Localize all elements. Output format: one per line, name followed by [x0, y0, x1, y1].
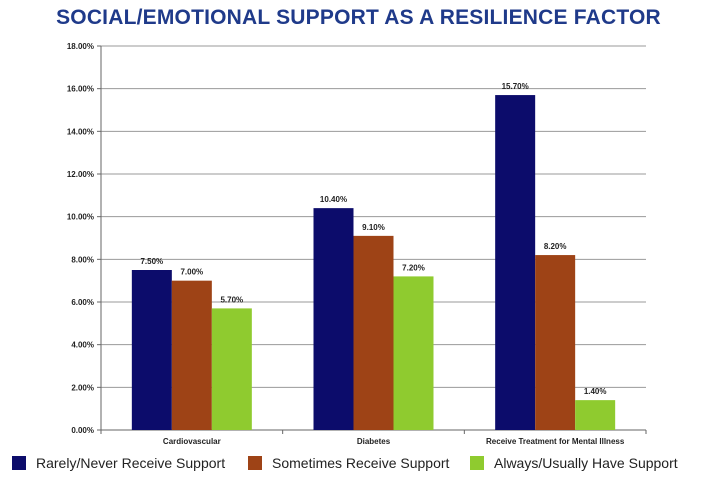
x-tick-label: Cardiovascular	[163, 437, 221, 446]
y-tick-label: 4.00%	[71, 341, 94, 350]
y-tick-label: 8.00%	[71, 255, 94, 264]
x-tick-label: Receive Treatment for Mental Illness	[486, 437, 625, 446]
bar	[393, 276, 434, 430]
bar	[131, 270, 172, 430]
data-label: 1.40%	[584, 387, 607, 396]
data-label: 5.70%	[220, 295, 243, 304]
bar	[211, 308, 252, 430]
y-tick-label: 2.00%	[71, 383, 94, 392]
bar	[171, 280, 212, 430]
legend-swatch-sometimes	[248, 456, 262, 470]
bar	[495, 95, 536, 431]
chart-title: SOCIAL/EMOTIONAL SUPPORT AS A RESILIENCE…	[56, 6, 661, 29]
legend: Rarely/Never Receive Support Sometimes R…	[0, 455, 717, 483]
y-tick-label: 16.00%	[67, 85, 94, 94]
data-label: 15.70%	[502, 82, 529, 91]
legend-label-rarely: Rarely/Never Receive Support	[36, 455, 226, 471]
data-label: 9.10%	[362, 223, 385, 232]
data-label: 7.50%	[140, 257, 163, 266]
legend-item-rarely: Rarely/Never Receive Support	[12, 455, 225, 471]
bar	[313, 208, 354, 430]
bar	[575, 400, 616, 430]
y-tick-label: 18.00%	[67, 42, 94, 51]
legend-item-sometimes: Sometimes Receive Support	[248, 455, 449, 471]
data-label: 7.00%	[180, 268, 203, 277]
y-tick-label: 10.00%	[67, 213, 94, 222]
data-label: 7.20%	[402, 263, 425, 272]
legend-label-sometimes: Sometimes Receive Support	[272, 455, 450, 471]
y-tick-label: 0.00%	[71, 426, 94, 435]
y-tick-label: 12.00%	[67, 170, 94, 179]
x-tick-label: Diabetes	[357, 437, 391, 446]
bar	[353, 235, 394, 430]
legend-swatch-always	[470, 456, 484, 470]
data-label: 10.40%	[320, 195, 347, 204]
legend-item-always: Always/Usually Have Support	[470, 455, 678, 471]
legend-swatch-rarely	[12, 456, 26, 470]
legend-label-always: Always/Usually Have Support	[494, 455, 678, 471]
y-tick-label: 6.00%	[71, 298, 94, 307]
y-tick-label: 14.00%	[67, 127, 94, 136]
bar	[535, 255, 576, 430]
data-label: 8.20%	[544, 242, 567, 251]
